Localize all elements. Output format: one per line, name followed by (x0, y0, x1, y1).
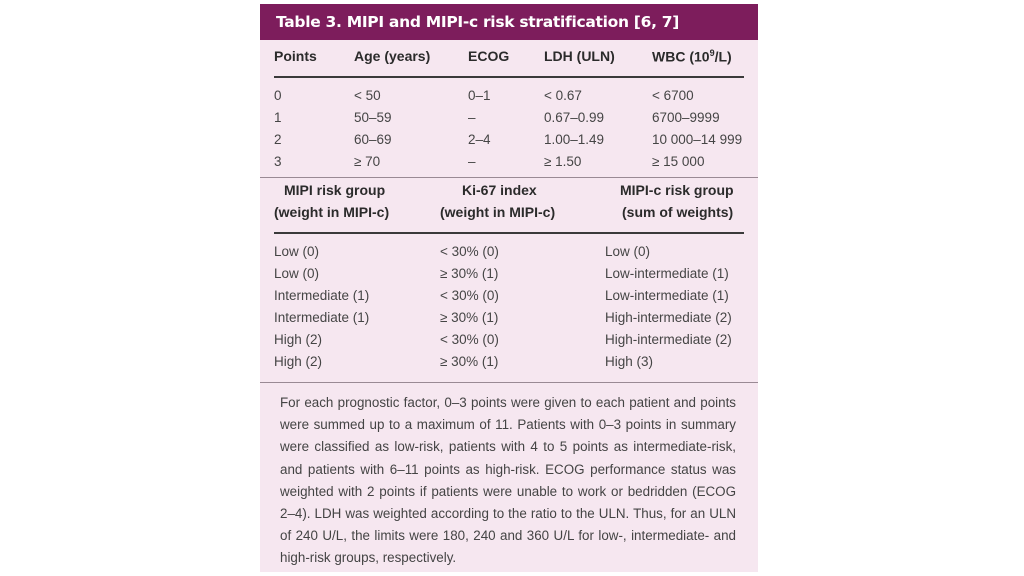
section-divider (260, 177, 758, 178)
header-mipic-sub: (sum of weights) (622, 204, 734, 220)
header-age: Age (years) (354, 48, 431, 64)
cell-age: < 50 (354, 88, 381, 103)
header-rule (274, 232, 744, 234)
header-ki67-sub: (weight in MIPI-c) (440, 204, 556, 220)
table-title: Table 3. MIPI and MIPI-c risk stratifica… (260, 4, 758, 40)
cell-mipi: Low (0) (274, 244, 320, 259)
cell-points: 0 (274, 88, 282, 103)
cell-mipi: High (2) (274, 332, 323, 347)
cell-age: 60–69 (354, 132, 392, 147)
cell-ecog: 0–1 (468, 88, 491, 103)
cell-mipi: Intermediate (1) (274, 288, 370, 303)
cell-mipic: Low (0) (605, 244, 651, 259)
cell-ki67: ≥ 30% (1) (440, 310, 499, 325)
header-ecog: ECOG (468, 48, 510, 64)
cell-mipi: Intermediate (1) (274, 310, 370, 325)
footnote-divider (260, 382, 758, 383)
cell-mipic: High (3) (605, 354, 654, 369)
risk-table: Table 3. MIPI and MIPI-c risk stratifica… (260, 4, 758, 572)
cell-ecog: – (468, 154, 476, 169)
header-ldh: LDH (ULN) (544, 48, 615, 64)
cell-wbc: 10 000–14 999 (652, 132, 743, 147)
cell-mipi: High (2) (274, 354, 323, 369)
cell-mipic: Low-intermediate (1) (605, 288, 729, 303)
header-wbc: WBC (109/L) (652, 48, 732, 65)
cell-ldh: 0.67–0.99 (544, 110, 605, 125)
cell-mipic: High-intermediate (2) (605, 332, 732, 347)
cell-ecog: – (468, 110, 476, 125)
cell-age: 50–59 (354, 110, 392, 125)
cell-points: 2 (274, 132, 282, 147)
cell-age: ≥ 70 (354, 154, 381, 169)
cell-ki67: ≥ 30% (1) (440, 354, 499, 369)
cell-ki67: < 30% (0) (440, 244, 499, 259)
cell-points: 1 (274, 110, 282, 125)
header-mipi: MIPI risk group (284, 182, 386, 198)
cell-ki67: < 30% (0) (440, 332, 499, 347)
cell-ldh: 1.00–1.49 (544, 132, 605, 147)
header-mipi-sub: (weight in MIPI-c) (274, 204, 390, 220)
header-rule (274, 76, 744, 78)
header-points: Points (274, 48, 317, 64)
cell-ldh: ≥ 1.50 (544, 154, 582, 169)
cell-ecog: 2–4 (468, 132, 491, 147)
cell-ki67: < 30% (0) (440, 288, 499, 303)
header-mipic: MIPI-c risk group (620, 182, 734, 198)
cell-wbc: 6700–9999 (652, 110, 720, 125)
cell-wbc: ≥ 15 000 (652, 154, 705, 169)
cell-ldh: < 0.67 (544, 88, 582, 103)
cell-wbc: < 6700 (652, 88, 694, 103)
table-footnote: For each prognostic factor, 0–3 points w… (280, 395, 736, 566)
cell-points: 3 (274, 154, 282, 169)
cell-mipic: Low-intermediate (1) (605, 266, 729, 281)
cell-ki67: ≥ 30% (1) (440, 266, 499, 281)
cell-mipic: High-intermediate (2) (605, 310, 732, 325)
header-ki67: Ki-67 index (462, 182, 537, 198)
cell-mipi: Low (0) (274, 266, 320, 281)
